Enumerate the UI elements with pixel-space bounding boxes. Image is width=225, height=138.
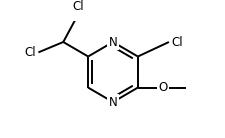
Text: N: N <box>108 96 117 109</box>
Text: Cl: Cl <box>170 35 182 48</box>
Text: Cl: Cl <box>25 46 36 59</box>
Text: O: O <box>158 81 166 94</box>
Text: Cl: Cl <box>72 0 83 13</box>
Text: N: N <box>108 35 117 48</box>
